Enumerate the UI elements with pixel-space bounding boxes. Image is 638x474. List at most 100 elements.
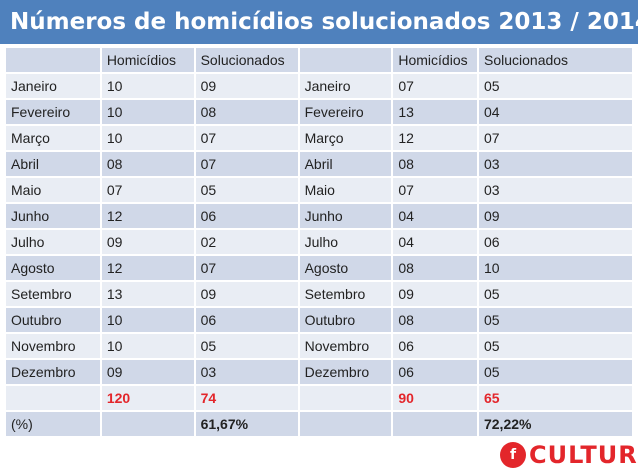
solved-2013-cell: 05 [195,334,298,358]
month-2014-cell [299,48,392,72]
homicides-2014-cell: 06 [393,360,477,384]
homicides-2014-cell: Homicídios [393,48,477,72]
month-2013-cell: Janeiro [6,74,100,98]
homicides-2014-cell: 07 [393,74,477,98]
solved-2013-cell: 09 [195,74,298,98]
homicides-2014-cell: 08 [393,152,477,176]
month-2013-cell: Fevereiro [6,100,100,124]
month-2014-cell: Dezembro [299,360,392,384]
month-2013-cell: Outubro [6,308,100,332]
table-row: Julho 09 02 Julho 04 06 [6,230,632,254]
solved-2014-cell: 72,22% [478,412,632,436]
solved-2013-cell: 02 [195,230,298,254]
homicides-2014-cell: 06 [393,334,477,358]
solved-2013-cell: 06 [195,204,298,228]
homicides-2014-cell: 08 [393,308,477,332]
month-2013-cell: Dezembro [6,360,100,384]
month-2013-cell: Maio [6,178,100,202]
table-row: Fevereiro 10 08 Fevereiro 13 04 [6,100,632,124]
homicides-2014-cell [393,412,477,436]
homicides-2014-cell: 08 [393,256,477,280]
month-2014-cell: Junho [299,204,392,228]
solved-2013-cell: 06 [195,308,298,332]
solved-2013-cell: 09 [195,282,298,306]
month-2013-cell: Agosto [6,256,100,280]
solved-2013-cell: 03 [195,360,298,384]
solved-2013-cell: 08 [195,100,298,124]
homicides-2013-cell: 10 [101,126,194,150]
solved-2014-cell: 05 [478,74,632,98]
solved-2014-cell: 05 [478,282,632,306]
homicides-2013-cell: 12 [101,256,194,280]
table-row: Maio 07 05 Maio 07 03 [6,178,632,202]
table-header-row: Homicídios Solucionados Homicídios Solucion… [6,48,632,72]
totals-row: 120 74 90 65 [6,386,632,410]
homicides-2014-cell: 12 [393,126,477,150]
month-2014-cell: Maio [299,178,392,202]
month-2013-cell [6,48,100,72]
month-2014-cell: Setembro [299,282,392,306]
table-row: Março 10 07 Março 12 07 [6,126,632,150]
solved-2014-cell: 06 [478,230,632,254]
month-2014-cell: Novembro [299,334,392,358]
homicides-2013-cell: 07 [101,178,194,202]
homicides-2013-cell: 120 [101,386,194,410]
solved-2014-cell: Solucionados [478,48,632,72]
month-2013-cell: Junho [6,204,100,228]
solved-2013-cell: 05 [195,178,298,202]
month-2014-cell [299,386,392,410]
month-2014-cell: Abril [299,152,392,176]
solved-2014-cell: 65 [478,386,632,410]
solved-2014-cell: 03 [478,152,632,176]
month-2013-cell [6,386,100,410]
solved-2014-cell: 03 [478,178,632,202]
solved-2014-cell: 07 [478,126,632,150]
logo-mark-icon: f [500,442,526,468]
month-2014-cell: Agosto [299,256,392,280]
month-2014-cell: Janeiro [299,74,392,98]
table-row: Agosto 12 07 Agosto 08 10 [6,256,632,280]
month-2014-cell: Outubro [299,308,392,332]
solved-2014-cell: 05 [478,360,632,384]
solved-2014-cell: 05 [478,308,632,332]
homicides-2013-cell: 10 [101,74,194,98]
month-2013-cell: Novembro [6,334,100,358]
table-row: Abril 08 07 Abril 08 03 [6,152,632,176]
homicides-2014-cell: 04 [393,204,477,228]
homicides-2014-cell: 09 [393,282,477,306]
homicides-2013-cell: 10 [101,308,194,332]
month-2013-cell: Julho [6,230,100,254]
homicides-2014-cell: 07 [393,178,477,202]
solved-2014-cell: 10 [478,256,632,280]
table-row: Novembro 10 05 Novembro 06 05 [6,334,632,358]
month-2014-cell [299,412,392,436]
solved-2013-cell: 74 [195,386,298,410]
month-2013-cell: Abril [6,152,100,176]
homicides-2014-cell: 90 [393,386,477,410]
month-2013-cell: (%) [6,412,100,436]
solved-2013-cell: Solucionados [195,48,298,72]
solved-2013-cell: 07 [195,256,298,280]
table-row: Janeiro 10 09 Janeiro 07 05 [6,74,632,98]
month-2014-cell: Março [299,126,392,150]
page-title: Números de homicídios solucionados 2013 … [0,0,638,44]
homicides-2013-cell: 10 [101,334,194,358]
homicide-table: Homicídios Solucionados Homicídios Solucion… [4,46,634,438]
month-2014-cell: Julho [299,230,392,254]
table-row: Setembro 13 09 Setembro 09 05 [6,282,632,306]
month-2013-cell: Setembro [6,282,100,306]
solved-2014-cell: 05 [478,334,632,358]
logo-text: CULTURA [529,441,638,469]
homicides-2013-cell: 09 [101,360,194,384]
homicides-2014-cell: 13 [393,100,477,124]
solved-2013-cell: 07 [195,126,298,150]
table-row: Junho 12 06 Junho 04 09 [6,204,632,228]
table-row: Outubro 10 06 Outubro 08 05 [6,308,632,332]
homicides-2013-cell [101,412,194,436]
percent-row: (%) 61,67% 72,22% [6,412,632,436]
solved-2013-cell: 61,67% [195,412,298,436]
solved-2014-cell: 04 [478,100,632,124]
table-row: Dezembro 09 03 Dezembro 06 05 [6,360,632,384]
homicides-2013-cell: 12 [101,204,194,228]
month-2013-cell: Março [6,126,100,150]
